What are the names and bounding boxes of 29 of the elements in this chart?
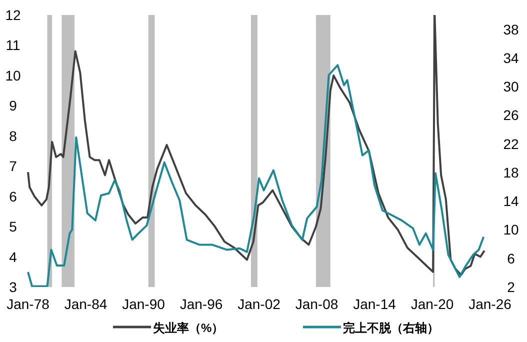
xtick: Jan-78 — [6, 296, 50, 312]
ytick: 7 — [9, 158, 17, 174]
xtick: Jan-90 — [122, 296, 165, 312]
xtick: Jan-84 — [64, 296, 108, 312]
xtick: Jan-08 — [295, 296, 338, 312]
y2tick: 14 — [503, 193, 519, 210]
y2tick: 22 — [503, 136, 519, 152]
ytick: 8 — [9, 128, 17, 144]
ytick: 4 — [9, 248, 17, 265]
xtick: Jan-02 — [238, 296, 280, 312]
ytick: 5 — [9, 218, 17, 235]
y2tick: 10 — [503, 222, 519, 238]
ytick: 10 — [5, 67, 21, 84]
y2tick: 26 — [503, 107, 519, 124]
y2tick: 30 — [503, 78, 519, 95]
ytick: 11 — [6, 37, 20, 54]
ytick: 6 — [9, 188, 17, 204]
ytick: 12 — [5, 7, 21, 23]
ytick: 3 — [9, 279, 17, 295]
y2tick: 38 — [503, 21, 519, 38]
xtick: Jan-96 — [180, 296, 223, 312]
xtick: Jan-26 — [468, 296, 512, 312]
xtick: Jan-14 — [353, 296, 396, 312]
y2tick: 6 — [507, 250, 515, 266]
y2tick: 18 — [503, 164, 519, 180]
xtick: Jan-20 — [410, 296, 454, 312]
ytick: 9 — [9, 98, 17, 114]
y2tick: 34 — [503, 50, 519, 66]
y2tick: 2 — [507, 279, 515, 295]
